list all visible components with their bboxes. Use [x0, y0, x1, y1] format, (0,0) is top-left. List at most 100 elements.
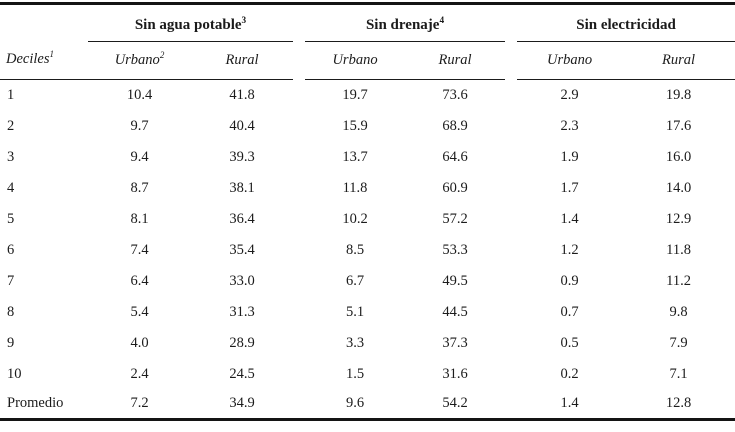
column-gap: [293, 111, 305, 142]
column-header-urbano-1: Urbano2: [88, 41, 191, 80]
column-gap: [505, 297, 517, 328]
column-gap: [505, 235, 517, 266]
column-gap: [293, 390, 305, 420]
cell-value: 5.4: [130, 303, 149, 320]
cell-value: 7.9: [669, 334, 688, 351]
group-header-drenaje: Sin drenaje4: [305, 3, 506, 42]
column-header-urbano-3: Urbano: [517, 41, 623, 80]
cell-value: 13.7: [342, 148, 368, 165]
column-gap: [505, 42, 517, 80]
cell-value: 3.3: [345, 334, 365, 351]
column-gap: [505, 4, 517, 42]
group-header-label: Sin agua potable: [134, 17, 242, 33]
cell-value: 2.3: [560, 117, 579, 134]
cell-value: 53.3: [442, 241, 468, 258]
table-body: 1 10.4 41.8 19.7 73.6 2.9 19.8 2 9.7 40.…: [0, 80, 735, 420]
cell-value: 57.2: [442, 210, 468, 227]
cell-value: 38.1: [229, 179, 255, 196]
column-gap: [505, 173, 517, 204]
table-row: 5 8.1 36.4 10.2 57.2 1.4 12.9: [0, 204, 735, 235]
table-row: Promedio 7.2 34.9 9.6 54.2 1.4 12.8: [0, 390, 735, 420]
cell-value: 31.6: [442, 365, 468, 382]
table-row: 1 10.4 41.8 19.7 73.6 2.9 19.8: [0, 80, 735, 111]
group-header-agua-potable: Sin agua potable3: [88, 3, 294, 42]
cell-value: 5.1: [345, 303, 365, 320]
cell-value: 8.5: [345, 241, 365, 258]
column-gap: [293, 173, 305, 204]
cell-value: 14.0: [665, 179, 692, 196]
decile-label: 2: [7, 117, 15, 134]
cell-value: 15.9: [342, 117, 368, 134]
cell-value: 6.7: [345, 272, 365, 289]
cell-value: 37.3: [442, 334, 468, 351]
decile-label: 1: [7, 86, 15, 103]
column-header-rural-3: Rural: [622, 41, 735, 80]
column-gap: [293, 142, 305, 173]
cell-value: 1.2: [560, 241, 579, 258]
cell-value: 36.4: [229, 210, 255, 227]
cell-value: 16.0: [665, 148, 692, 165]
deprivation-by-decile-table: Sin agua potable3 Sin drenaje4 Sin elect…: [0, 2, 735, 421]
column-header-rural-1: Rural: [191, 41, 294, 80]
cell-value: 34.9: [229, 395, 255, 412]
cell-value: 10.2: [342, 210, 368, 227]
cell-value: 64.6: [442, 148, 468, 165]
cell-value: 35.4: [229, 241, 255, 258]
cell-value: 31.3: [229, 303, 255, 320]
cell-value: 40.4: [229, 117, 255, 134]
cell-value: 1.9: [560, 148, 579, 165]
column-gap: [505, 390, 517, 420]
column-gap: [505, 359, 517, 390]
stub-header-empty: [0, 4, 88, 42]
column-gap: [293, 297, 305, 328]
group-header-label: Sin drenaje: [365, 17, 440, 33]
decile-label: 7: [7, 272, 15, 289]
cell-value: 0.9: [560, 272, 579, 289]
decile-label: 9: [7, 334, 15, 351]
column-gap: [293, 4, 305, 42]
column-header-label: Urbano: [332, 51, 378, 68]
table-row: 7 6.4 33.0 6.7 49.5 0.9 11.2: [0, 266, 735, 297]
footnote-marker: 1: [49, 49, 54, 60]
table-row: 4 8.7 38.1 11.8 60.9 1.7 14.0: [0, 173, 735, 204]
column-header-label: Rural: [225, 51, 259, 68]
column-gap: [293, 266, 305, 297]
column-gap: [293, 204, 305, 235]
cell-value: 1.4: [560, 395, 579, 412]
group-header-row: Sin agua potable3 Sin drenaje4 Sin elect…: [0, 3, 735, 42]
cell-value: 9.6: [345, 395, 365, 412]
cell-value: 39.3: [229, 148, 255, 165]
table-row: 3 9.4 39.3 13.7 64.6 1.9 16.0: [0, 142, 735, 173]
deciles-column-header: Deciles1: [0, 41, 88, 80]
column-gap: [293, 42, 305, 80]
cell-value: 4.0: [130, 334, 149, 351]
decile-label: 10: [7, 365, 22, 382]
decile-label: 3: [7, 148, 15, 165]
cell-value: 54.2: [442, 395, 468, 412]
table-row: 10 2.4 24.5 1.5 31.6 0.2 7.1: [0, 359, 735, 390]
cell-value: 9.4: [130, 148, 149, 165]
column-gap: [505, 80, 517, 111]
cell-value: 12.8: [665, 395, 692, 412]
footnote-marker: 4: [439, 16, 445, 26]
cell-value: 11.8: [342, 179, 368, 196]
table-row: 6 7.4 35.4 8.5 53.3 1.2 11.8: [0, 235, 735, 266]
table-row: 9 4.0 28.9 3.3 37.3 0.5 7.9: [0, 328, 735, 359]
cell-value: 19.8: [665, 86, 692, 103]
cell-value: 2.4: [130, 365, 149, 382]
column-header-label: Urbano: [546, 51, 593, 68]
cell-value: 1.5: [345, 365, 365, 382]
group-header-label: Sin electricidad: [576, 17, 676, 33]
cell-value: 28.9: [229, 334, 255, 351]
column-gap: [505, 142, 517, 173]
column-gap: [293, 359, 305, 390]
cell-value: 8.1: [130, 210, 149, 227]
cell-value: 0.2: [560, 365, 579, 382]
column-header-label: Deciles: [6, 51, 50, 68]
cell-value: 1.4: [560, 210, 579, 227]
table-row: 8 5.4 31.3 5.1 44.5 0.7 9.8: [0, 297, 735, 328]
column-gap: [505, 266, 517, 297]
table-row: 2 9.7 40.4 15.9 68.9 2.3 17.6: [0, 111, 735, 142]
cell-value: 19.7: [342, 86, 368, 103]
column-gap: [293, 328, 305, 359]
